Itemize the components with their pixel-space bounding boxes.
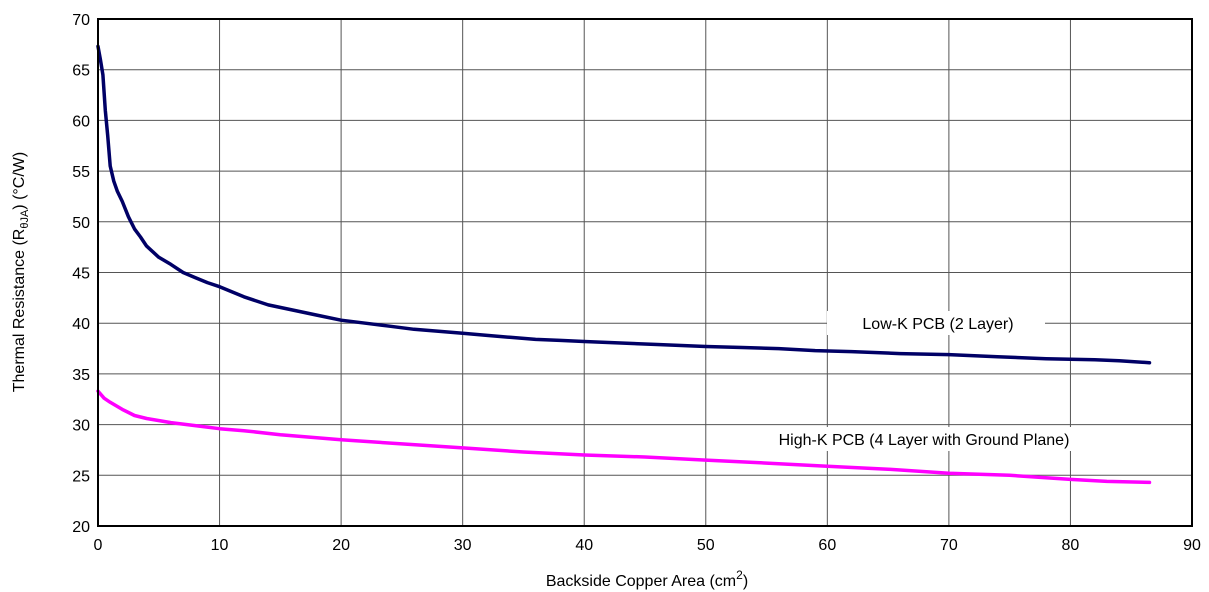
- y-tick-label: 45: [72, 266, 90, 283]
- y-tick-label: 30: [72, 418, 90, 435]
- series-labels: Low-K PCB (2 Layer) High-K PCB (4 Layer w…: [726, 311, 1121, 451]
- y-tick-labels: 20 25 30 35 40 45 50 55 60 65 70: [72, 12, 90, 536]
- y-tick-label: 55: [72, 164, 90, 181]
- x-tick-label: 0: [94, 537, 103, 554]
- series-label-1: High-K PCB (4 Layer with Ground Plane): [779, 432, 1070, 449]
- y-axis-title: Thermal Resistance (RθJA) (°C/W): [11, 152, 31, 393]
- x-tick-label: 70: [940, 537, 958, 554]
- series-label-0: Low-K PCB (2 Layer): [862, 316, 1013, 333]
- series-line-0: [96, 44, 1152, 365]
- x-tick-label: 10: [211, 537, 229, 554]
- series-label-1-background: [726, 427, 1121, 451]
- y-tick-label: 35: [72, 367, 90, 384]
- x-tick-labels: 0 10 20 30 40 50 60 70 80 90: [94, 537, 1201, 554]
- x-tick-label: 90: [1183, 537, 1201, 554]
- x-tick-label: 50: [697, 537, 715, 554]
- x-tick-label: 80: [1062, 537, 1080, 554]
- y-tick-label: 20: [72, 519, 90, 536]
- y-tick-label: 50: [72, 215, 90, 232]
- plot-frame: [97, 18, 1193, 527]
- y-tick-label: 70: [72, 12, 90, 29]
- x-tick-label: 40: [575, 537, 593, 554]
- series-label-0-background: [827, 311, 1045, 335]
- x-tick-label: 30: [454, 537, 472, 554]
- x-tick-label: 60: [818, 537, 836, 554]
- x-tick-label: 20: [332, 537, 350, 554]
- series-line-1: [96, 389, 1152, 485]
- y-tick-label: 65: [72, 63, 90, 80]
- y-tick-label: 40: [72, 316, 90, 333]
- y-tick-label: 60: [72, 113, 90, 130]
- series-lines: [96, 44, 1152, 485]
- x-axis-title: Backside Copper Area (cm2): [546, 568, 748, 590]
- y-tick-label: 25: [72, 468, 90, 485]
